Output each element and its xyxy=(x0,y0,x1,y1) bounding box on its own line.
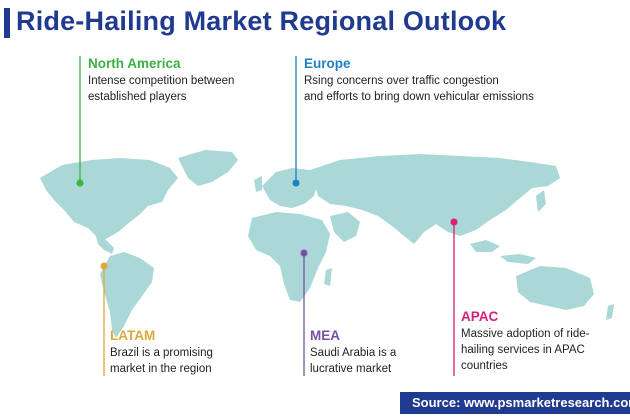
north-america-description: Intense competition between established … xyxy=(88,73,234,105)
apac-line-2: hailing services in APAC xyxy=(461,344,585,356)
latam-description: Brazil is a promising market in the regi… xyxy=(110,345,213,377)
europe-line-1: Rsing concerns over traffic congestion xyxy=(304,75,499,87)
apac-marker xyxy=(450,218,458,226)
africa-landmass xyxy=(248,212,330,302)
latam-marker xyxy=(100,262,108,270)
mea-line-2: lucrative market xyxy=(310,363,392,375)
latam-title: LATAM xyxy=(110,328,156,343)
japan-landmass xyxy=(536,190,546,212)
apac-line-3: countries xyxy=(461,360,508,372)
mea-marker xyxy=(300,249,308,257)
europe-description: Rsing concerns over traffic congestion a… xyxy=(304,73,534,105)
north-america-line-1: Intense competition between xyxy=(88,75,235,87)
apac-title: APAC xyxy=(461,309,499,324)
mea-line-1: Saudi Arabia is a xyxy=(310,347,397,359)
latam-line-1: Brazil is a promising xyxy=(110,347,213,359)
southeast-asia-islands xyxy=(470,240,500,252)
latam-line-2: market in the region xyxy=(110,363,212,375)
new-zealand-landmass xyxy=(606,304,614,320)
australia-landmass xyxy=(516,266,594,310)
title-accent-bar xyxy=(4,8,10,38)
europe-landmass xyxy=(262,168,318,208)
uk-landmass xyxy=(254,176,262,192)
indonesia-islands xyxy=(500,254,536,264)
north-america-marker xyxy=(76,179,84,187)
source-text: Source: www.psmarketresearch.com xyxy=(412,395,630,410)
north-america-line-2: established players xyxy=(88,91,187,103)
central-america-landmass xyxy=(96,236,114,254)
page-title: Ride-Hailing Market Regional Outlook xyxy=(16,6,507,36)
apac-description: Massive adoption of ride- hailing servic… xyxy=(461,326,589,374)
south-america-landmass xyxy=(100,252,154,338)
madagascar-landmass xyxy=(324,268,332,286)
mea-title: MEA xyxy=(310,328,340,343)
greenland-landmass xyxy=(178,150,238,186)
mea-description: Saudi Arabia is a lucrative market xyxy=(310,345,396,377)
source-bar xyxy=(400,392,630,414)
north-america-title: North America xyxy=(88,56,181,71)
europe-line-2: and efforts to bring down vehicular emis… xyxy=(304,91,534,103)
north-america-landmass xyxy=(40,158,178,240)
arabia-landmass xyxy=(330,212,360,242)
europe-marker xyxy=(292,179,300,187)
europe-title: Europe xyxy=(304,56,351,71)
asia-landmass xyxy=(310,154,560,244)
apac-line-1: Massive adoption of ride- xyxy=(461,328,590,340)
